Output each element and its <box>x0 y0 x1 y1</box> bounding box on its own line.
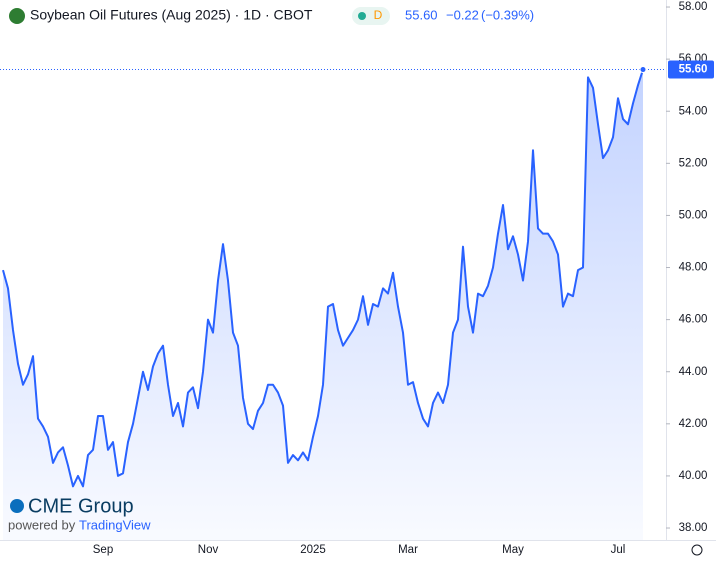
y-tick-label: 52.00 <box>679 157 708 169</box>
x-tick-label: Mar <box>398 544 418 556</box>
logo-brand: CME Group <box>28 495 134 517</box>
x-tick-label: Jul <box>611 544 626 556</box>
provider: TradingView <box>79 517 151 532</box>
logo: CME Group powered by TradingView <box>8 495 151 532</box>
y-tick-label: 44.00 <box>679 366 708 378</box>
change: −0.22 <box>446 7 479 22</box>
y-tick-label: 58.00 <box>679 1 708 13</box>
last-price-label: 55.60 <box>679 64 708 76</box>
y-tick-label: 54.00 <box>679 105 708 117</box>
powered-by: powered by <box>8 517 76 532</box>
status-dot <box>358 12 366 20</box>
last-price-tag <box>668 60 714 79</box>
header: Soybean Oil Futures (Aug 2025) · 1D · CB… <box>9 7 534 25</box>
symbol-icon <box>9 8 25 24</box>
x-tick-label: 2025 <box>300 544 326 556</box>
y-tick-label: 40.00 <box>679 470 708 482</box>
last-point <box>639 66 647 74</box>
price-line <box>2 69 644 488</box>
y-tick-label: 50.00 <box>679 209 708 221</box>
change-pct: (−0.39%) <box>481 7 534 22</box>
chart-title: Soybean Oil Futures (Aug 2025) · 1D · CB… <box>30 7 313 23</box>
area <box>3 69 643 540</box>
logo-icon <box>10 499 24 513</box>
x-tick-label: Sep <box>93 544 113 556</box>
y-tick-label: 48.00 <box>679 262 708 274</box>
x-tick-label: May <box>502 544 524 556</box>
y-tick-label: 46.00 <box>679 314 708 326</box>
y-tick-label: 38.00 <box>679 522 708 534</box>
y-tick-label: 42.00 <box>679 418 708 430</box>
plot <box>0 66 666 540</box>
badge: D <box>374 8 383 22</box>
gear[interactable] <box>691 544 703 556</box>
x-tick-label: Nov <box>198 544 219 556</box>
settings-icon[interactable] <box>691 544 703 556</box>
status-pill <box>352 7 390 25</box>
price: 55.60 <box>405 7 438 22</box>
